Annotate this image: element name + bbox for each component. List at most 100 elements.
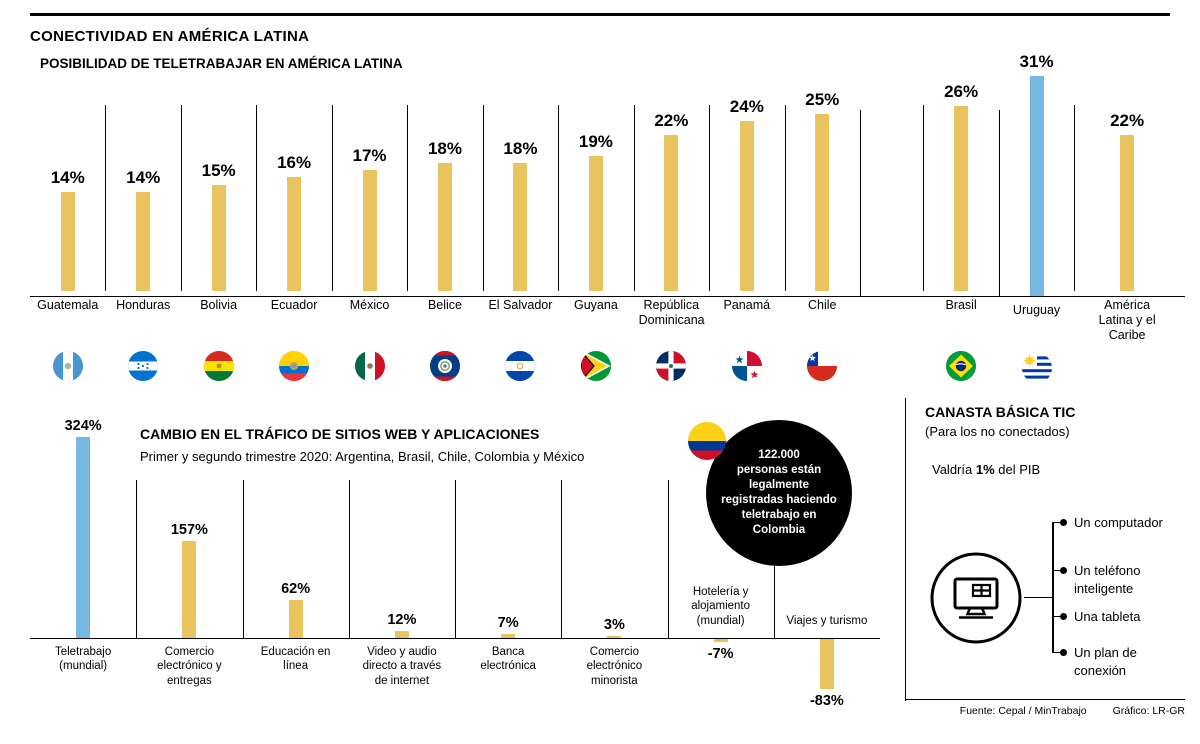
bar-value: 15% (201, 160, 236, 180)
bar-value: 22% (1110, 110, 1145, 130)
flag-guyana-icon (580, 350, 611, 381)
bar-column-guyana: 19% Guyana (558, 52, 633, 384)
bar-label: Viajes y turismo (786, 614, 868, 627)
bar-value: 22% (654, 110, 689, 130)
bar-label: República Dominicana (638, 297, 705, 327)
bar-value: 157% (170, 522, 208, 538)
colombia-callout: 122.000 personas están legalmente regist… (706, 420, 852, 566)
bar-republica-dominicana (664, 134, 679, 291)
bar-belice (437, 162, 452, 291)
bar-brasil (954, 105, 969, 291)
bar-column-brasil: 26% Brasil (923, 52, 998, 384)
bar-guatemala (60, 191, 75, 291)
bar-column-chile: 25% Chile (784, 52, 860, 384)
flag-colombia-icon (688, 422, 726, 460)
basket-tree: Un computador Un teléfono inteligente Una … (1024, 500, 1200, 700)
bar-comercio-electronico-y-entregas (182, 541, 197, 638)
bullet-icon (1060, 648, 1067, 656)
bar-value: 18% (427, 138, 462, 158)
bar-value: 16% (277, 152, 312, 172)
flag-bolivia-icon (203, 350, 234, 381)
trafico-chart: 324% Teletrabajo (mundial) 157% Comercio el… (30, 415, 880, 709)
bar-value: 14% (126, 167, 161, 187)
bar-column-republica-dominicana: 22% República Dominicana (633, 52, 709, 384)
footer: Fuente: Cepal / MinTrabajo Gráfico: LR-G… (960, 705, 1185, 717)
basket-value-line: Valdría 1% del PIB (932, 462, 1040, 477)
bar-value: 24% (729, 96, 764, 116)
bar-column-honduras: 14% Honduras (105, 52, 180, 384)
footer-rule (905, 699, 1185, 700)
bar-column-comercio-electronico-minorista: 3% Comercio electrónico minorista (561, 415, 667, 687)
tree-vertical-line (1052, 522, 1054, 653)
bar-column-banca-electronica: 7% Banca electrónica (455, 415, 561, 672)
bar-value: 62% (281, 581, 311, 597)
trafico-chart-subtitle: Primer y segundo trimestre 2020: Argenti… (140, 449, 585, 464)
chart-gap-spacer (859, 52, 923, 384)
bar-viajes-y-turismo (819, 638, 834, 689)
bar-label: América Latina y el Caribe (1098, 297, 1156, 342)
bar-column-uruguay: 31% Uruguay (998, 52, 1074, 384)
tree-stub (1052, 521, 1062, 523)
bar-label: Comercio electrónico y entregas (157, 646, 222, 687)
bar-guyana (588, 155, 603, 291)
teletrabajo-chart: 14% Guatemala 14% Honduras 15% Bolivia 16% Ecua… (30, 52, 1180, 384)
bar-value: 31% (1019, 52, 1054, 71)
flag-brazil-icon (946, 350, 977, 381)
trafico-axis-line (30, 638, 880, 639)
flag-chile-icon (807, 350, 838, 381)
bar-column-video-y-audio-directo-a-traves-de-internet: 12% Video y audio directo a través de int… (348, 415, 455, 687)
basket-subtitle: (Para los no conectados) (925, 424, 1070, 439)
bar-column-hoteleria-y-alojamiento-mundial: Hotelería y alojamiento (mundial) -7% (667, 415, 774, 662)
bar-value: 12% (387, 612, 417, 628)
bar-value: 7% (497, 615, 519, 631)
bar-label: Honduras (116, 297, 171, 312)
bar-banca-electronica (501, 634, 516, 638)
bar-column-ecuador: 16% Ecuador (256, 52, 331, 384)
bar-column-panama: 24% Panamá (709, 52, 784, 384)
bar-column-bolivia: 15% Bolivia (180, 52, 256, 384)
bar-label: Video y audio directo a través de intern… (362, 646, 442, 687)
flag-guatemala-icon (52, 350, 83, 381)
bar-label: Hotelería y alojamiento (mundial) (691, 585, 751, 627)
bar-value: 324% (64, 418, 102, 434)
tree-stub (1052, 615, 1062, 617)
bar-label: Belice (427, 297, 463, 312)
flag-panama-icon (731, 350, 762, 381)
bar-value: 17% (352, 145, 387, 165)
footer-credit: Gráfico: LR-GR (1112, 705, 1185, 717)
basket-item: Un teléfono inteligente (1074, 563, 1141, 596)
bar-educacion-en-linea (288, 600, 303, 638)
bar-column-belice: 18% Belice (407, 52, 482, 384)
bar-value: 18% (503, 138, 538, 158)
tree-horizontal-line (1024, 596, 1052, 598)
bar-label: Uruguay (1012, 303, 1061, 317)
bar-column-mexico: 17% México (331, 52, 407, 384)
bar-label: Educación en línea (260, 646, 331, 673)
bar-column-el-salvador: 18% El Salvador (482, 52, 558, 384)
flag-ecuador-icon (279, 350, 310, 381)
teletrabajo-chart-title: POSIBILIDAD DE TELETRABAJAR EN AMÉRICA L… (40, 56, 403, 71)
bar-value: 26% (944, 81, 979, 101)
flag-el-salvador-icon (505, 350, 536, 381)
bar-column-guatemala: 14% Guatemala (30, 52, 105, 384)
bar-america-latina-y-el-caribe (1120, 134, 1135, 291)
bar-label: Chile (808, 297, 837, 312)
teletrabajo-axis-line (30, 296, 1185, 297)
colombia-flag-slot (688, 422, 726, 460)
top-rule (30, 13, 1170, 16)
basket-value-prefix: Valdría (932, 462, 976, 477)
bar-column-comercio-electronico-y-entregas: 157% Comercio electrónico y entregas (136, 415, 242, 687)
bullet-icon (1060, 566, 1067, 574)
basket-item: Un computador (1074, 515, 1163, 530)
bar-chile (815, 113, 830, 291)
flag-belize-icon (429, 350, 460, 381)
bar-video-y-audio-directo-a-traves-de-internet (394, 631, 409, 638)
bullet-icon (1060, 612, 1067, 620)
bullet-icon (1060, 518, 1067, 526)
bar-label: Teletrabajo (mundial) (54, 646, 112, 673)
bar-teletrabajo-mundial (76, 437, 91, 638)
bar-value: 25% (805, 89, 840, 109)
bar-panama (739, 120, 754, 291)
bar-value: -83% (809, 693, 844, 709)
